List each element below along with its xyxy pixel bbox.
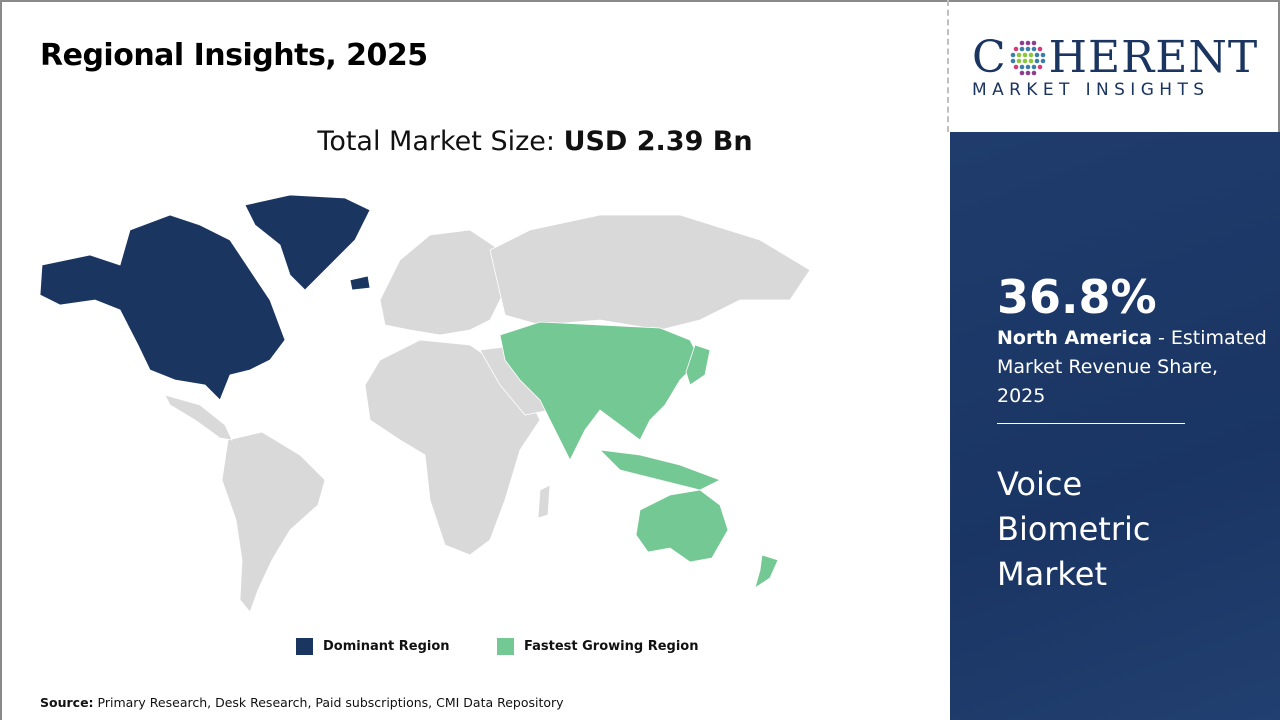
logo-letter: C xyxy=(972,32,1007,83)
description-text: - Estimated Market Revenue Share, 2025 xyxy=(997,327,1267,407)
total-market-size: Total Market Size: USD 2.39 Bn xyxy=(0,126,1070,157)
region-greenland xyxy=(244,194,371,291)
legend-swatch-dominant xyxy=(296,638,313,655)
company-logo: C HERENT MARKET INSIGHTS xyxy=(952,2,1278,132)
logo-tagline: MARKET INSIGHTS xyxy=(972,80,1210,100)
legend-label: Dominant Region xyxy=(323,639,450,654)
legend-fastest-growing: Fastest Growing Region xyxy=(497,638,698,655)
globe-dots-icon xyxy=(1010,40,1045,75)
market-size-value: USD 2.39 Bn xyxy=(563,126,753,157)
legend-label: Fastest Growing Region xyxy=(524,639,699,654)
region-iceland xyxy=(349,275,371,291)
region-europe xyxy=(379,229,506,336)
region-central-america xyxy=(164,394,233,441)
region-new-zealand xyxy=(754,554,779,589)
market-name: Voice Biometric Market xyxy=(997,465,1151,593)
legend-swatch-fastest xyxy=(497,638,514,655)
panel-divider xyxy=(997,423,1185,424)
region-name: North America xyxy=(997,327,1152,349)
legend-dominant: Dominant Region xyxy=(296,638,450,655)
revenue-share-value: 36.8% xyxy=(997,270,1157,324)
region-madagascar xyxy=(537,484,551,519)
market-size-label: Total Market Size: xyxy=(317,126,564,157)
revenue-share-description: North America - Estimated Market Revenue… xyxy=(997,324,1272,411)
page-title: Regional Insights, 2025 xyxy=(40,38,428,73)
region-south-america xyxy=(221,431,326,613)
region-australia xyxy=(635,489,729,563)
region-southeast-asia-islands xyxy=(598,449,721,491)
region-japan xyxy=(685,344,711,386)
insight-panel: 36.8% North America - Estimated Market R… xyxy=(950,132,1280,720)
divider xyxy=(947,0,949,132)
logo-wordmark: HERENT xyxy=(1048,32,1259,83)
region-russia-north-asia xyxy=(489,214,811,331)
region-north-america xyxy=(39,214,286,401)
source-label: Source: xyxy=(40,695,94,710)
source-text: Primary Research, Desk Research, Paid su… xyxy=(93,695,564,710)
region-asia-pacific xyxy=(499,321,701,461)
source-note: Source: Primary Research, Desk Research,… xyxy=(40,695,564,710)
world-map xyxy=(39,194,811,613)
